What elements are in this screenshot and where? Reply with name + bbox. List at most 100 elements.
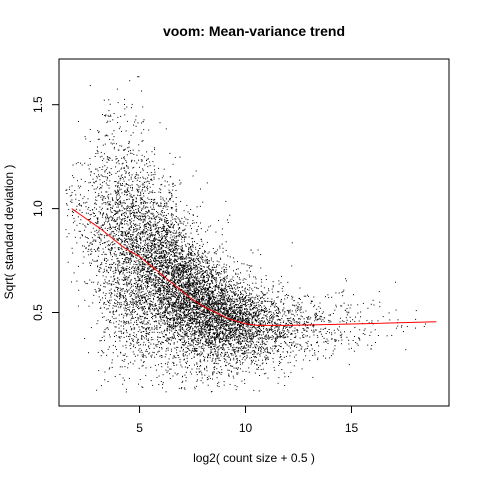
data-point: [172, 262, 174, 264]
data-point: [126, 253, 128, 255]
data-point: [285, 342, 287, 344]
data-point: [205, 262, 207, 264]
data-point: [227, 323, 229, 325]
data-point: [118, 260, 120, 262]
data-point: [87, 248, 89, 250]
data-point: [217, 272, 219, 274]
data-point: [288, 332, 290, 334]
data-point: [245, 278, 247, 280]
data-point: [123, 254, 125, 256]
data-point: [208, 262, 210, 264]
data-point: [192, 260, 194, 262]
data-point: [184, 343, 186, 345]
data-point: [126, 300, 128, 302]
data-point: [163, 282, 165, 283]
data-point: [177, 335, 178, 336]
data-point: [207, 229, 209, 231]
data-point: [234, 334, 236, 336]
data-point: [253, 350, 255, 352]
data-point: [189, 294, 191, 296]
data-point: [141, 365, 143, 367]
data-point: [176, 276, 177, 278]
data-point: [179, 268, 181, 269]
data-point: [116, 206, 118, 208]
data-point: [160, 301, 162, 303]
data-point: [126, 265, 128, 267]
data-point: [168, 265, 170, 266]
data-point: [127, 167, 129, 169]
data-point: [148, 281, 150, 283]
data-point: [216, 321, 218, 323]
data-point: [142, 265, 144, 267]
data-point: [195, 312, 197, 313]
data-point: [107, 120, 109, 122]
data-point: [218, 311, 220, 313]
data-point: [147, 274, 149, 276]
data-point: [182, 318, 184, 320]
data-point: [238, 327, 240, 328]
data-point: [316, 341, 318, 343]
data-point: [316, 342, 318, 344]
data-point: [154, 171, 156, 173]
data-point: [124, 158, 126, 160]
data-point: [132, 340, 134, 342]
data-point: [194, 386, 196, 388]
data-point: [121, 242, 123, 244]
data-point: [174, 302, 176, 304]
data-point: [164, 265, 166, 267]
data-point: [162, 301, 164, 303]
data-point: [262, 342, 264, 344]
data-point: [204, 374, 206, 376]
data-point: [175, 242, 177, 244]
data-point: [136, 184, 138, 186]
data-point: [183, 237, 185, 238]
data-point: [150, 312, 152, 314]
data-point: [346, 322, 348, 324]
data-point: [157, 292, 158, 294]
data-point: [130, 236, 132, 238]
data-point: [208, 265, 210, 267]
data-point: [167, 292, 169, 294]
data-point: [244, 340, 246, 342]
data-point: [118, 194, 120, 196]
data-point: [143, 313, 145, 315]
data-point: [161, 342, 163, 343]
data-point: [137, 280, 139, 282]
data-point: [122, 233, 124, 235]
data-point: [103, 222, 105, 224]
data-point: [219, 371, 220, 373]
data-point: [190, 312, 192, 314]
data-point: [169, 225, 171, 227]
data-point: [265, 279, 267, 280]
data-point: [130, 187, 132, 189]
data-point: [115, 172, 117, 174]
data-point: [107, 228, 109, 229]
data-point: [379, 306, 381, 308]
data-point: [78, 289, 80, 291]
data-point: [158, 320, 160, 322]
data-point: [107, 217, 109, 219]
data-point: [215, 320, 217, 321]
data-point: [143, 263, 145, 265]
data-point: [148, 192, 150, 194]
data-point: [104, 331, 106, 333]
data-point: [142, 245, 144, 247]
data-point: [183, 296, 185, 298]
data-point: [108, 249, 110, 251]
data-point: [181, 248, 183, 250]
data-point: [154, 246, 156, 248]
data-point: [73, 217, 75, 219]
data-point: [182, 258, 184, 260]
data-point: [219, 322, 221, 324]
data-point: [177, 263, 179, 265]
data-point: [127, 313, 129, 315]
data-point: [150, 281, 152, 283]
data-point: [210, 273, 212, 275]
data-point: [195, 264, 197, 266]
data-point: [117, 296, 119, 298]
data-point: [122, 268, 124, 269]
data-point: [225, 306, 227, 308]
data-point: [97, 236, 99, 238]
data-point: [119, 289, 121, 291]
data-point: [204, 255, 206, 257]
